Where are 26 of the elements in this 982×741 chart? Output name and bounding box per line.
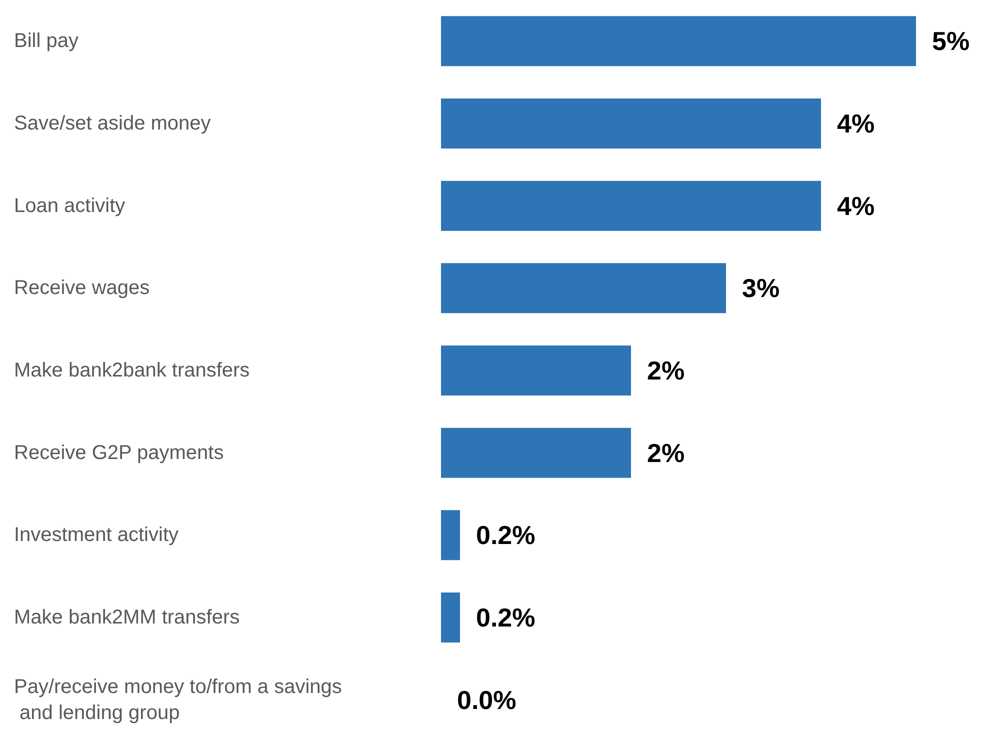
data-label: 4% [837,108,875,138]
data-label: 3% [742,273,780,304]
y-tick-label: Make bank2bank transfers [14,360,250,382]
y-tick-label: Save/set aside money [14,112,211,134]
y-tick-label: Make bank2MM transfers [14,606,240,628]
data-label: 5% [932,26,970,56]
y-tick-label: Receive wages [14,277,150,300]
bar [441,180,821,231]
bar [441,510,460,560]
data-label: 2% [647,356,685,386]
bar [441,16,916,66]
bar [441,428,631,478]
data-label: 0.2% [476,602,536,632]
data-label: 0.0% [457,684,516,715]
y-tick-label: Receive G2P payments [14,442,224,464]
bar [441,98,821,148]
bar [441,592,460,642]
bar [441,346,631,396]
y-tick-label: Bill pay [14,30,78,52]
y-tick-label: Pay/receive money to/from a savings and lending group [14,676,342,724]
y-tick-label: Investment activity [14,524,179,546]
data-label: 4% [837,190,875,221]
data-label: 0.2% [476,520,536,550]
bar [441,263,726,314]
data-label: 2% [647,438,685,468]
y-tick-label: Loan activity [14,194,126,217]
